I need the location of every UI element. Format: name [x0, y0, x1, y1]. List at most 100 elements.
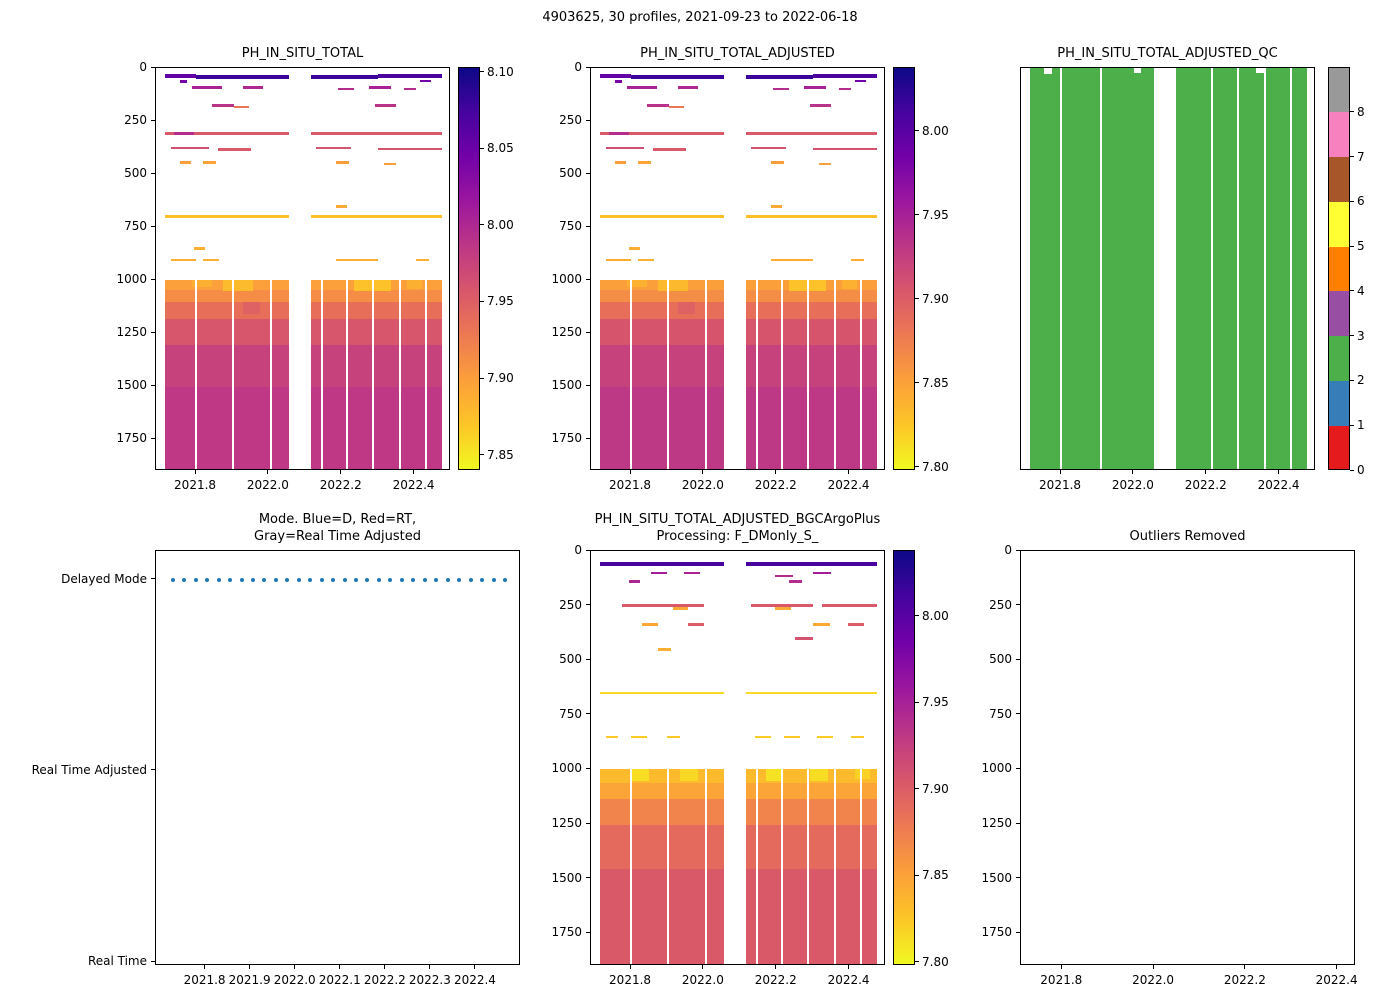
- heatmap-cell: [165, 344, 289, 388]
- x-tick-mark: [848, 470, 850, 474]
- heatmap-cell: [605, 735, 619, 739]
- y-tick-mark: [1016, 713, 1020, 715]
- y-tick-mark: [586, 384, 590, 386]
- heatmap-cell: [809, 104, 832, 107]
- x-tick-label: 2021.8: [609, 973, 652, 987]
- heatmap-cell: [336, 258, 379, 262]
- heatmap-cell: [745, 289, 877, 303]
- y-tick-label: 0: [139, 60, 147, 74]
- axes-ph-adjusted-bgcargoplus: [590, 550, 885, 965]
- colorbar-tick-mark: [480, 377, 484, 379]
- heatmap-cell: [842, 280, 857, 289]
- profile-mode-dot: [204, 577, 209, 582]
- y-tick-label: 250: [559, 113, 582, 128]
- colorbar-band: [1328, 425, 1350, 471]
- heatmap-cell: [621, 604, 704, 607]
- colorbar: [893, 67, 915, 470]
- y-tick-mark: [586, 822, 590, 824]
- heatmap-cell: [192, 86, 222, 89]
- heatmap-cell: [310, 387, 442, 469]
- x-tick-mark: [1059, 470, 1061, 474]
- heatmap-cell: [234, 105, 249, 109]
- colorbar-tick-label: 8.00: [922, 123, 949, 138]
- profile-mode-dot: [457, 577, 462, 582]
- heatmap-cell: [652, 148, 686, 151]
- heatmap-cell: [600, 825, 724, 869]
- heatmap-cell: [316, 146, 351, 150]
- heatmap-cell: [745, 825, 877, 869]
- y-tick-mark: [586, 437, 590, 439]
- colorbar-band: [1328, 335, 1350, 381]
- y-tick-mark: [151, 769, 155, 771]
- x-tick-mark: [629, 470, 631, 474]
- colorbar-tick-label: 7.85: [487, 447, 514, 462]
- heatmap-cell: [773, 87, 790, 91]
- profile-mode-dot: [377, 577, 382, 582]
- y-tick-mark: [1016, 549, 1020, 551]
- x-tick-label: 2021.8: [1039, 478, 1082, 492]
- heatmap-cell: [804, 86, 826, 89]
- x-tick-mark: [474, 965, 476, 969]
- axes-ph-in-situ-total-adjusted: [590, 67, 885, 470]
- profile-mode-dot: [388, 577, 393, 582]
- y-tick-label: 500: [989, 652, 1012, 667]
- gap-whitespace: [666, 276, 669, 469]
- x-tick-mark: [249, 965, 251, 969]
- colorbar-tick-mark: [1350, 156, 1354, 158]
- x-tick-label: 2022.3: [408, 973, 451, 987]
- profile-mode-dot: [491, 577, 496, 582]
- heatmap-cell: [847, 623, 865, 626]
- x-tick-label: 2022.4: [392, 478, 435, 492]
- heatmap-cell: [605, 258, 632, 262]
- profile-mode-dot: [319, 577, 324, 582]
- x-tick-label: 2022.2: [1223, 973, 1266, 987]
- y-tick-mark: [1016, 931, 1020, 933]
- y-tick-label: 500: [559, 166, 582, 181]
- x-tick-mark: [1205, 470, 1207, 474]
- x-tick-mark: [339, 965, 341, 969]
- heatmap-cell: [165, 387, 289, 469]
- heatmap-cell: [165, 215, 289, 218]
- x-tick-mark: [1152, 965, 1154, 969]
- x-tick-mark: [1060, 965, 1062, 969]
- x-tick-mark: [1278, 470, 1280, 474]
- heatmap-cell: [310, 289, 442, 303]
- gap-whitespace: [371, 276, 374, 469]
- heatmap-cell: [751, 146, 786, 150]
- qc-cell: [1030, 68, 1154, 469]
- colorbar-band: [1328, 246, 1350, 292]
- x-tick-label: 2021.8: [609, 478, 652, 492]
- colorbar-tick-label: 7: [1357, 149, 1365, 164]
- x-tick-label: 2022.2: [754, 478, 797, 492]
- colorbar-tick-label: 8: [1357, 104, 1365, 119]
- colorbar-tick-mark: [1350, 424, 1354, 426]
- profile-mode-dot: [331, 577, 336, 582]
- y-tick-label: 750: [989, 706, 1012, 721]
- profile-mode-dot: [273, 577, 278, 582]
- colorbar: [458, 67, 480, 470]
- gap-whitespace: [1100, 68, 1103, 469]
- heatmap-cell: [212, 104, 235, 107]
- heatmap-cell: [629, 580, 641, 583]
- y-tick-label: 1250: [551, 325, 582, 340]
- title-ph-in-situ-total-adjusted: PH_IN_SITU_TOTAL_ADJUSTED: [640, 46, 835, 61]
- gap-whitespace: [704, 276, 707, 469]
- x-tick-mark: [194, 470, 196, 474]
- colorbar-tick-label: 7.95: [922, 695, 949, 710]
- x-tick-label: 2022.0: [681, 478, 724, 492]
- x-tick-label: 2022.0: [273, 973, 316, 987]
- heatmap-cell: [192, 280, 213, 287]
- gap-whitespace: [346, 276, 349, 469]
- heatmap-cell: [816, 735, 834, 739]
- y-tick-label: Real Time Adjusted: [31, 762, 147, 777]
- y-tick-mark: [151, 278, 155, 280]
- colorbar-tick-mark: [480, 147, 484, 149]
- colorbar-tick-label: 7.95: [922, 207, 949, 222]
- heatmap-cell: [600, 562, 724, 567]
- heatmap-cell: [851, 735, 865, 739]
- profile-mode-dot: [411, 577, 416, 582]
- heatmap-cell: [196, 75, 289, 80]
- x-tick-mark: [1336, 965, 1338, 969]
- colorbar-tick-label: 7.95: [487, 294, 514, 309]
- colorbar-tick-label: 8.05: [487, 141, 514, 156]
